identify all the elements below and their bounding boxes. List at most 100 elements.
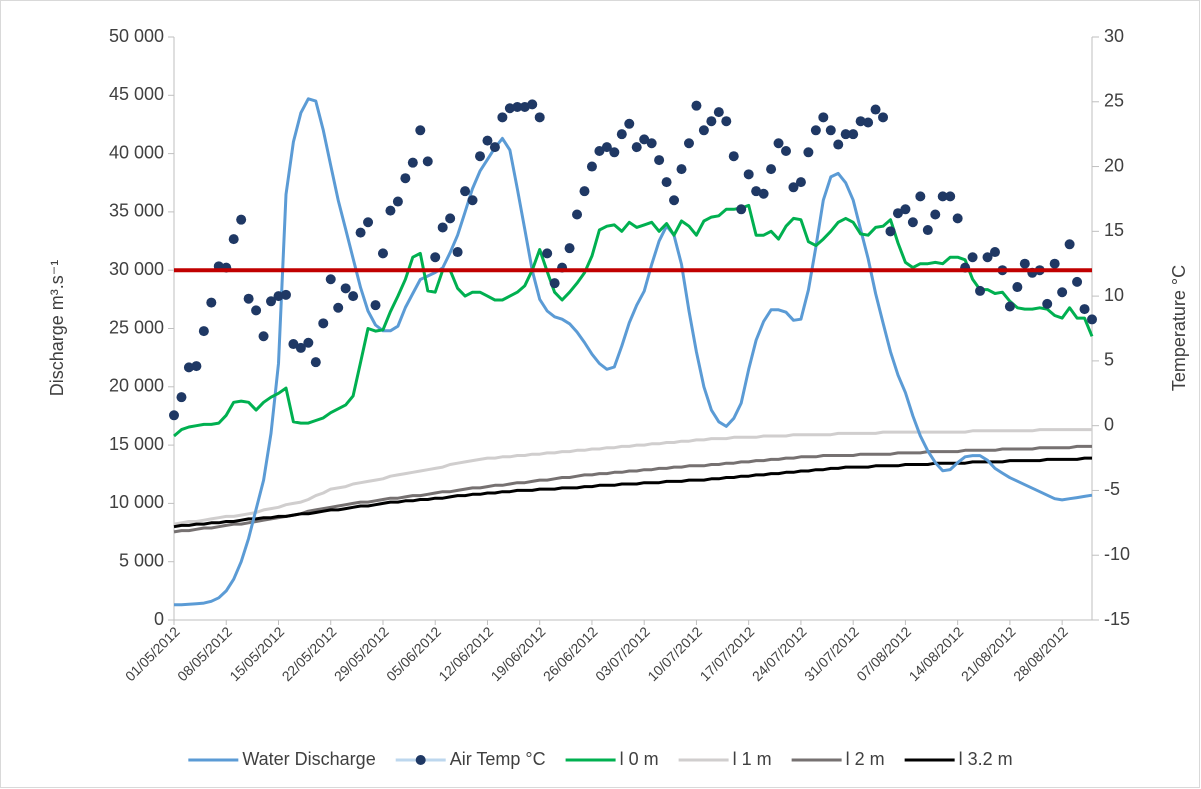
y2-tick-label: 20: [1104, 155, 1124, 175]
air-temp-point: [512, 101, 523, 112]
y-tick-label: 40 000: [109, 142, 164, 162]
air-temp-point: [482, 135, 493, 146]
air-temp-point: [848, 129, 859, 140]
series-line: [173, 444, 1092, 534]
air-temp-point: [669, 195, 680, 206]
air-temp-point: [452, 247, 463, 258]
air-temp-point: [601, 142, 612, 153]
y2-tick-label: 15: [1104, 220, 1124, 240]
air-temp-point: [1019, 258, 1030, 269]
air-temp-point: [967, 252, 978, 263]
air-temp-point: [251, 305, 262, 316]
y-axis-title: Discharge m³.s⁻¹: [47, 260, 67, 397]
air-temp-point: [1072, 276, 1083, 287]
air-temp-point: [542, 248, 553, 259]
y-tick-label: 50 000: [109, 26, 164, 46]
air-temp-point: [803, 147, 814, 158]
legend-item: l 3.2 m: [904, 749, 1013, 769]
air-temp-point: [422, 156, 433, 167]
air-temp-point: [579, 186, 590, 197]
air-temp-point: [258, 331, 269, 342]
air-temp-point: [781, 146, 791, 157]
legend-label: Air Temp °C: [450, 749, 546, 769]
air-temp-point: [639, 134, 650, 145]
y-tick-label: 45 000: [109, 84, 164, 104]
air-temp-point: [572, 209, 583, 220]
air-temp-point: [907, 217, 918, 228]
air-temp-point: [437, 222, 448, 233]
air-temp-point: [1012, 282, 1023, 293]
y-tick-label: 10 000: [109, 492, 164, 512]
series-line: [173, 456, 1092, 529]
air-temp-point: [385, 205, 396, 216]
series-line: [173, 428, 1092, 526]
air-temp-point: [1042, 298, 1053, 309]
air-temp-point: [504, 103, 515, 114]
air-temp-point: [475, 151, 485, 162]
legend-label: l 0 m: [620, 749, 659, 769]
air-temp-point: [445, 213, 456, 224]
air-temp-point: [407, 157, 418, 168]
y2-tick-label: 25: [1104, 91, 1124, 111]
air-temp-point: [1079, 304, 1090, 315]
air-temp-point: [460, 186, 471, 197]
air-temp-point: [1057, 287, 1068, 298]
air-temp-point: [878, 112, 889, 123]
legend-item: Water Discharge: [188, 749, 376, 769]
air-temp-point: [631, 142, 642, 153]
legend-label: l 1 m: [733, 749, 772, 769]
air-temp-point: [818, 112, 829, 123]
air-temp-point: [683, 138, 694, 149]
air-temp-point: [863, 117, 874, 128]
air-temp-point: [228, 234, 239, 245]
y2-tick-label: 5: [1104, 350, 1114, 370]
y2-tick-label: -15: [1104, 609, 1130, 629]
y-tick-label: 20 000: [109, 376, 164, 396]
legend-item: l 1 m: [678, 749, 772, 769]
air-temp-point: [198, 326, 209, 337]
y2-tick-label: -10: [1104, 544, 1130, 564]
air-temp-point: [654, 155, 665, 166]
air-temp-point: [795, 177, 806, 188]
air-temp-point: [400, 173, 411, 184]
y2-tick-label: -5: [1104, 479, 1120, 499]
air-temp-point: [788, 182, 799, 193]
air-temp-point: [318, 318, 329, 329]
air-temp-point: [333, 302, 344, 313]
legend-label: l 3.2 m: [959, 749, 1013, 769]
air-temp-point: [183, 362, 194, 373]
air-temp-point: [870, 104, 881, 115]
air-temp-point: [661, 177, 672, 188]
y2-tick-label: 30: [1104, 26, 1124, 46]
air-temp-point: [586, 161, 597, 172]
air-temp-point: [534, 112, 545, 123]
air-temp-point: [430, 252, 441, 263]
air-temp-point: [1064, 239, 1075, 250]
air-temp-point: [840, 129, 851, 140]
legend-marker: [415, 755, 426, 765]
air-temp-point: [758, 188, 769, 199]
air-temp-point: [273, 291, 284, 302]
air-temp-point: [773, 138, 784, 149]
air-temp-point: [377, 248, 388, 259]
air-temp-point: [191, 361, 202, 372]
air-temp-point: [467, 195, 478, 206]
air-temp-point: [489, 142, 500, 153]
air-temp-point: [363, 217, 374, 228]
air-temp-point: [295, 342, 306, 353]
y-tick-label: 30 000: [109, 259, 164, 279]
air-temp-point: [721, 116, 732, 127]
legend-item: l 0 m: [565, 749, 659, 769]
air-temp-point: [706, 116, 717, 127]
air-temp-point: [594, 146, 605, 157]
legend-item: l 2 m: [791, 749, 885, 769]
air-temp-point: [922, 225, 933, 236]
air-temp-point: [348, 291, 359, 302]
air-temp-point: [982, 252, 993, 263]
y-tick-label: 0: [154, 609, 164, 629]
air-temp-point: [766, 164, 777, 175]
legend-label: Water Discharge: [242, 749, 375, 769]
air-temp-point: [415, 125, 426, 136]
